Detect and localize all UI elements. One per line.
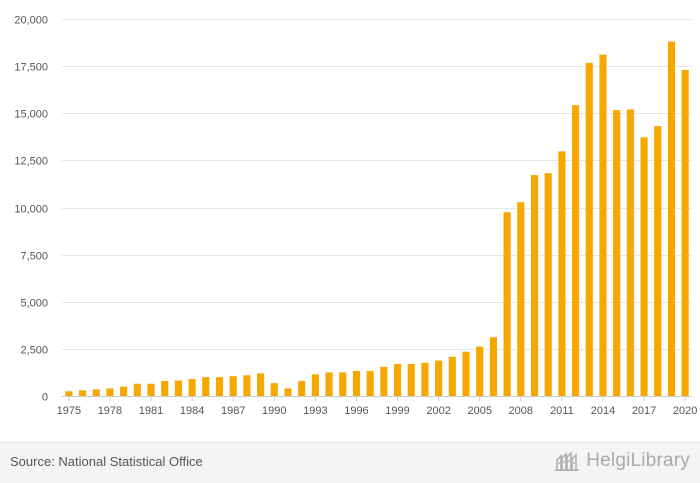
library-building-icon <box>555 451 580 471</box>
bar-1984 <box>188 379 196 396</box>
bar-2014 <box>599 54 607 396</box>
bar-2011 <box>558 151 566 396</box>
bar-2000 <box>407 363 415 396</box>
bar-1994 <box>325 372 333 396</box>
x-tick-label: 1990 <box>262 405 286 417</box>
x-axis-ticks <box>68 396 686 401</box>
bar-2002 <box>435 360 443 396</box>
x-tick-label: 2020 <box>673 405 697 417</box>
bar-1995 <box>339 372 347 396</box>
bar-2007 <box>503 212 511 396</box>
bar-1982 <box>161 380 169 396</box>
bar-1989 <box>257 373 265 396</box>
x-tick-label: 1978 <box>98 405 122 417</box>
y-tick-label: 12,500 <box>14 156 48 168</box>
x-tick-label: 2002 <box>426 405 450 417</box>
bar-1988 <box>243 375 251 396</box>
x-tick-label: 1984 <box>180 405 204 417</box>
x-tick-label: 2005 <box>467 405 491 417</box>
bar-1991 <box>284 388 292 396</box>
chart-footer: Source: National Statistical Office Helg… <box>0 442 700 483</box>
bar-1978 <box>106 388 114 396</box>
bar-1975 <box>65 391 73 396</box>
x-tick-label: 1999 <box>385 405 409 417</box>
bar-1985 <box>202 377 210 396</box>
logo-text: HelgiLibrary <box>586 450 690 471</box>
x-tick-label: 2017 <box>632 405 656 417</box>
bar-2016 <box>626 109 634 396</box>
y-tick-label: 10,000 <box>14 204 48 216</box>
x-tick-label: 1981 <box>139 405 163 417</box>
bar-2015 <box>613 110 621 397</box>
x-tick-label: 1987 <box>221 405 245 417</box>
bar-1999 <box>393 363 402 396</box>
x-tick-label: 1975 <box>57 405 81 417</box>
bar-1981 <box>147 383 155 396</box>
x-tick-label: 2011 <box>550 405 574 417</box>
bar-1986 <box>215 377 224 396</box>
y-axis-tick-labels: 0 2,500 5,000 7,500 10,000 12,500 15,000 17,500… <box>14 15 48 404</box>
helgi-library-logo[interactable]: HelgiLibrary <box>555 450 690 472</box>
bar-2019 <box>667 41 676 397</box>
y-tick-label: 0 <box>42 392 48 404</box>
x-tick-label: 1996 <box>344 405 368 417</box>
bar-1996 <box>352 370 361 396</box>
bar-1977 <box>92 389 100 396</box>
bar-chart: 0 2,500 5,000 7,500 10,000 12,500 15,000 17,500… <box>14 15 698 418</box>
y-tick-label: 15,000 <box>14 109 48 121</box>
bar-2009 <box>530 175 539 396</box>
y-tick-label: 17,500 <box>14 62 48 74</box>
bar-2018 <box>654 126 662 396</box>
bar-1976 <box>78 390 87 396</box>
bar-2012 <box>572 105 580 396</box>
bar-2005 <box>476 346 484 396</box>
bar-1980 <box>133 383 141 396</box>
bar-2004 <box>462 351 470 396</box>
bar-1983 <box>174 380 182 396</box>
bar-2006 <box>489 337 497 396</box>
bar-1997 <box>366 370 374 396</box>
x-axis-tick-labels: 1975 1978 1981 1984 1987 1990 1993 1996 1999 2002… <box>57 405 698 417</box>
gridlines <box>62 19 692 350</box>
y-tick-label: 5,000 <box>20 298 48 310</box>
bar-1993 <box>311 374 319 396</box>
bar-2017 <box>640 137 648 396</box>
bar-2013 <box>585 62 593 397</box>
bar-2003 <box>448 356 456 396</box>
x-tick-label: 2014 <box>591 405 615 417</box>
bars <box>65 41 689 397</box>
bar-1992 <box>298 380 306 396</box>
bar-2020 <box>681 69 689 396</box>
y-tick-label: 2,500 <box>20 345 48 357</box>
bar-1979 <box>120 386 128 396</box>
bar-1998 <box>380 366 388 396</box>
y-tick-label: 7,500 <box>20 251 48 263</box>
x-tick-label: 1993 <box>303 405 327 417</box>
bar-1990 <box>270 383 278 396</box>
bar-2008 <box>517 202 525 396</box>
bar-1987 <box>229 376 237 396</box>
x-tick-label: 2008 <box>509 405 533 417</box>
bar-2001 <box>421 362 429 396</box>
y-tick-label: 20,000 <box>14 15 48 27</box>
bar-2010 <box>544 173 552 396</box>
source-note: Source: National Statistical Office <box>10 454 203 469</box>
